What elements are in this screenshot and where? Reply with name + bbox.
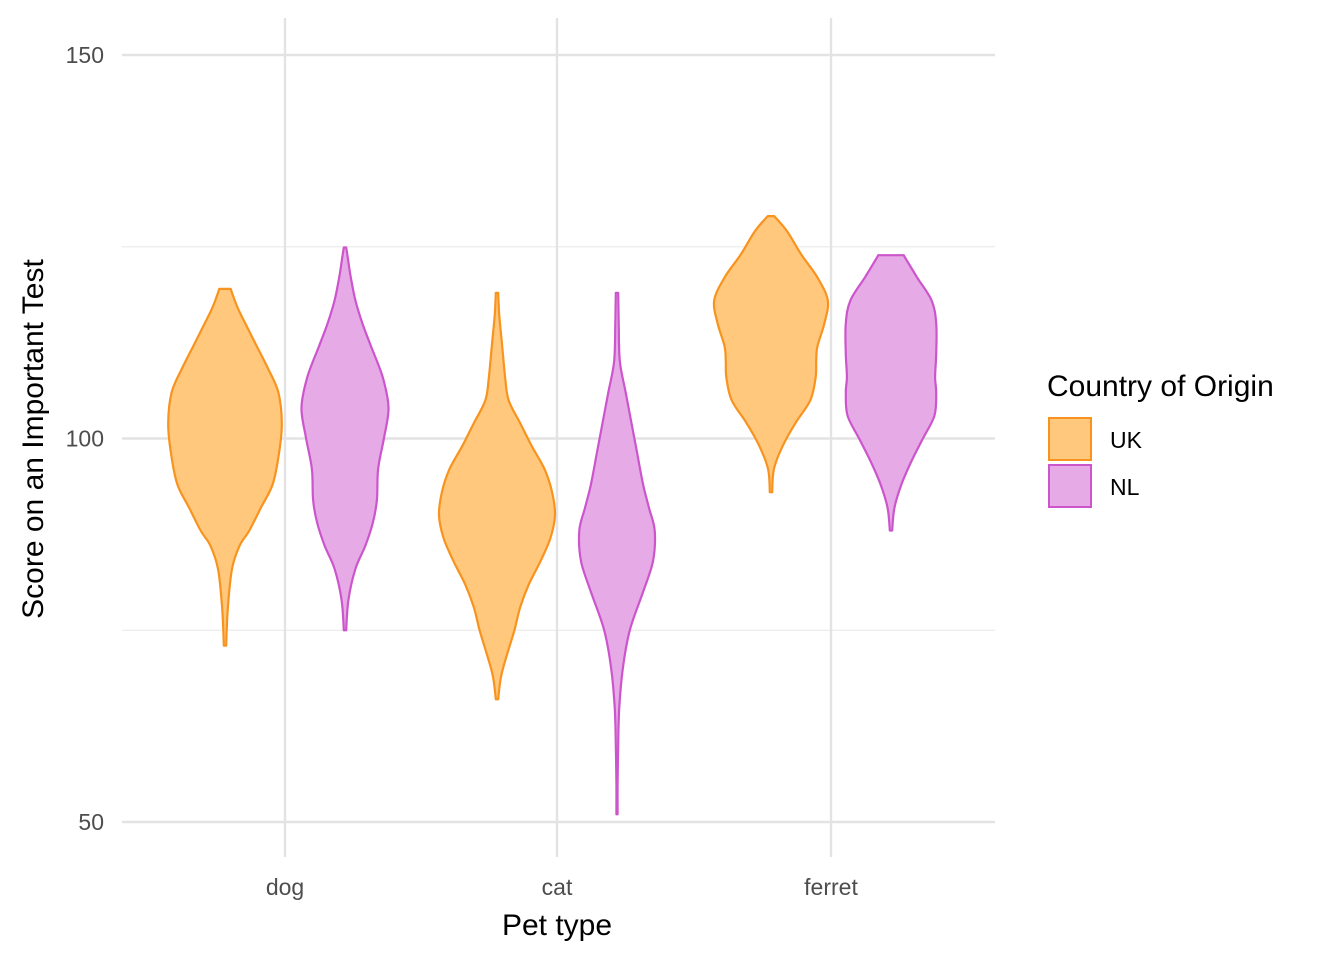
legend-title: Country of Origin bbox=[1047, 370, 1274, 403]
violin-nl-ferret bbox=[844, 254, 938, 532]
y-tick-label: 100 bbox=[66, 426, 104, 452]
violin-uk-cat bbox=[437, 291, 557, 701]
y-tick-label: 50 bbox=[78, 809, 104, 835]
x-tick-label: cat bbox=[542, 874, 573, 900]
violin-nl-cat bbox=[577, 291, 657, 816]
violin-nl-dog bbox=[300, 246, 390, 632]
legend-label-uk: UK bbox=[1110, 427, 1143, 453]
violin-uk-ferret bbox=[712, 214, 830, 494]
y-tick-labels: 50 100 150 bbox=[66, 42, 104, 835]
legend-label-nl: NL bbox=[1110, 474, 1140, 500]
y-axis-title: Score on an Important Test bbox=[17, 259, 50, 619]
legend-key-nl bbox=[1048, 464, 1092, 508]
legend: Country of Origin UK NL bbox=[1047, 370, 1274, 508]
x-axis-title: Pet type bbox=[502, 909, 612, 942]
x-tick-label: dog bbox=[266, 874, 304, 900]
legend-key-uk bbox=[1048, 417, 1092, 461]
violin-uk-dog bbox=[167, 287, 283, 647]
violins bbox=[167, 214, 938, 816]
y-tick-label: 150 bbox=[66, 42, 104, 68]
x-tick-labels: dog cat ferret bbox=[266, 874, 859, 900]
x-tick-label: ferret bbox=[804, 874, 858, 900]
